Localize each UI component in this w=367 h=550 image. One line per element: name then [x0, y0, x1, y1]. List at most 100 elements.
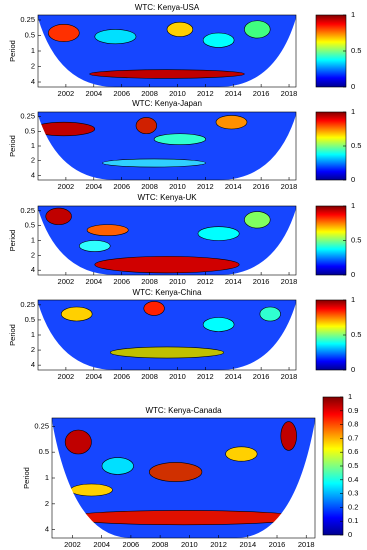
coherence-region — [109, 346, 225, 359]
x-tick-label: 2014 — [225, 182, 242, 191]
coherence-region — [202, 32, 235, 48]
coherence-region — [225, 446, 258, 462]
coherence-region — [166, 21, 194, 37]
x-tick-label: 2004 — [85, 182, 102, 191]
y-axis-label: Period — [8, 230, 17, 252]
y-tick-label: 1 — [31, 330, 35, 339]
colorbar-tick-label: 0.9 — [348, 406, 358, 415]
y-tick-label: 2 — [31, 250, 35, 259]
colorbar-tick-label: 0 — [351, 365, 355, 374]
colorbar-tick-label: 0.2 — [348, 502, 358, 511]
x-tick-label: 2012 — [197, 182, 214, 191]
coherence-region — [86, 224, 129, 236]
y-axis-label: Period — [22, 467, 31, 489]
x-tick-label: 2008 — [141, 277, 158, 286]
cone-of-influence — [38, 18, 296, 87]
x-tick-label: 2006 — [113, 89, 130, 98]
x-tick-label: 2018 — [298, 540, 315, 549]
chart-title: WTC: Kenya-USA — [135, 3, 200, 12]
y-tick-label: 1 — [31, 235, 35, 244]
cone-of-influence — [38, 303, 296, 370]
x-tick-label: 2012 — [197, 372, 214, 381]
colorbar-tick-label: 0.5 — [351, 141, 361, 150]
y-tick-label: 4 — [31, 170, 35, 179]
colorbar-tick-label: 1 — [351, 295, 355, 304]
y-tick-label: 1 — [31, 46, 35, 55]
colorbar-tick-label: 1 — [351, 201, 355, 210]
x-tick-label: 2004 — [93, 540, 110, 549]
y-tick-label: 4 — [45, 525, 49, 534]
chart-panel: WTC: Kenya-China Period 0.25 0.5 1 2 4 2002 2004… — [8, 288, 361, 381]
chart-title: WTC: Kenya-Canada — [145, 406, 222, 415]
chart-title: WTC: Kenya-Japan — [132, 99, 202, 108]
coherence-region — [280, 421, 297, 451]
coherence-region — [135, 117, 157, 135]
x-tick-label: 2014 — [225, 277, 242, 286]
x-tick-label: 2014 — [225, 372, 242, 381]
x-tick-label: 2006 — [113, 372, 130, 381]
x-tick-label: 2012 — [197, 89, 214, 98]
coherence-region — [64, 429, 92, 455]
y-tick-label: 2 — [31, 345, 35, 354]
coherence-region — [102, 158, 207, 168]
x-tick-label: 2004 — [85, 277, 102, 286]
y-axis-label: Period — [8, 135, 17, 157]
y-tick-label: 1 — [31, 141, 35, 150]
coherence-region — [244, 20, 271, 39]
colorbar — [315, 205, 347, 276]
x-tick-label: 2018 — [281, 182, 298, 191]
y-tick-label: 4 — [31, 77, 35, 86]
y-tick-label: 0.25 — [20, 206, 35, 215]
y-tick-label: 0.5 — [25, 30, 35, 39]
y-tick-label: 0.5 — [25, 221, 35, 230]
coherence-region — [153, 133, 206, 145]
coherence-region — [89, 69, 245, 79]
y-tick-label: 4 — [31, 265, 35, 274]
colorbar-tick-label: 0 — [351, 175, 355, 184]
x-tick-label: 2002 — [64, 540, 81, 549]
colorbar-tick-label: 0.5 — [351, 235, 361, 244]
x-tick-label: 2002 — [58, 277, 75, 286]
coherence-region — [60, 306, 93, 322]
colorbar-tick-label: 0.5 — [348, 461, 358, 470]
x-tick-label: 2010 — [169, 89, 186, 98]
colorbar-tick-label: 0.7 — [348, 433, 358, 442]
x-tick-label: 2012 — [197, 277, 214, 286]
chart-panel: WTC: Kenya-UK Period 0.25 0.5 1 2 4 2002 2004 200… — [8, 193, 361, 286]
y-tick-label: 0.5 — [25, 315, 35, 324]
x-tick-label: 2018 — [281, 89, 298, 98]
coherence-region — [215, 115, 248, 130]
coherence-region — [70, 483, 113, 497]
y-tick-label: 4 — [31, 360, 35, 369]
coherence-region — [244, 211, 271, 229]
coherence-region — [38, 121, 96, 137]
x-tick-label: 2016 — [253, 182, 270, 191]
colorbar-tick-label: 0.3 — [348, 489, 358, 498]
x-tick-label: 2008 — [152, 540, 169, 549]
x-tick-label: 2002 — [58, 182, 75, 191]
coherence-region — [94, 256, 240, 274]
colorbar — [315, 299, 347, 371]
chart-panel: WTC: Kenya-Canada Period 0.25 0.5 1 2 4 2002 200… — [22, 392, 358, 549]
coherence-region — [202, 317, 235, 332]
x-tick-label: 2016 — [253, 372, 270, 381]
colorbar — [315, 14, 347, 88]
cone-of-influence — [38, 115, 296, 180]
colorbar-tick-label: 0 — [351, 82, 355, 91]
chart-title: WTC: Kenya-China — [133, 288, 202, 297]
coherence-region — [197, 226, 240, 241]
x-tick-label: 2002 — [58, 89, 75, 98]
x-tick-label: 2004 — [85, 372, 102, 381]
colorbar-tick-label: 1 — [351, 107, 355, 116]
chart-panel: WTC: Kenya-Japan Period 0.25 0.5 1 2 4 2002 2004… — [8, 99, 361, 191]
coherence-region — [45, 207, 72, 225]
x-tick-label: 2008 — [141, 182, 158, 191]
y-tick-label: 2 — [31, 156, 35, 165]
colorbar-tick-label: 0 — [348, 530, 352, 539]
map-background — [38, 112, 296, 180]
chart-title: WTC: Kenya-UK — [137, 193, 197, 202]
coherence-region — [48, 24, 80, 42]
y-tick-label: 0.5 — [25, 126, 35, 135]
colorbar-tick-label: 1 — [348, 392, 352, 401]
